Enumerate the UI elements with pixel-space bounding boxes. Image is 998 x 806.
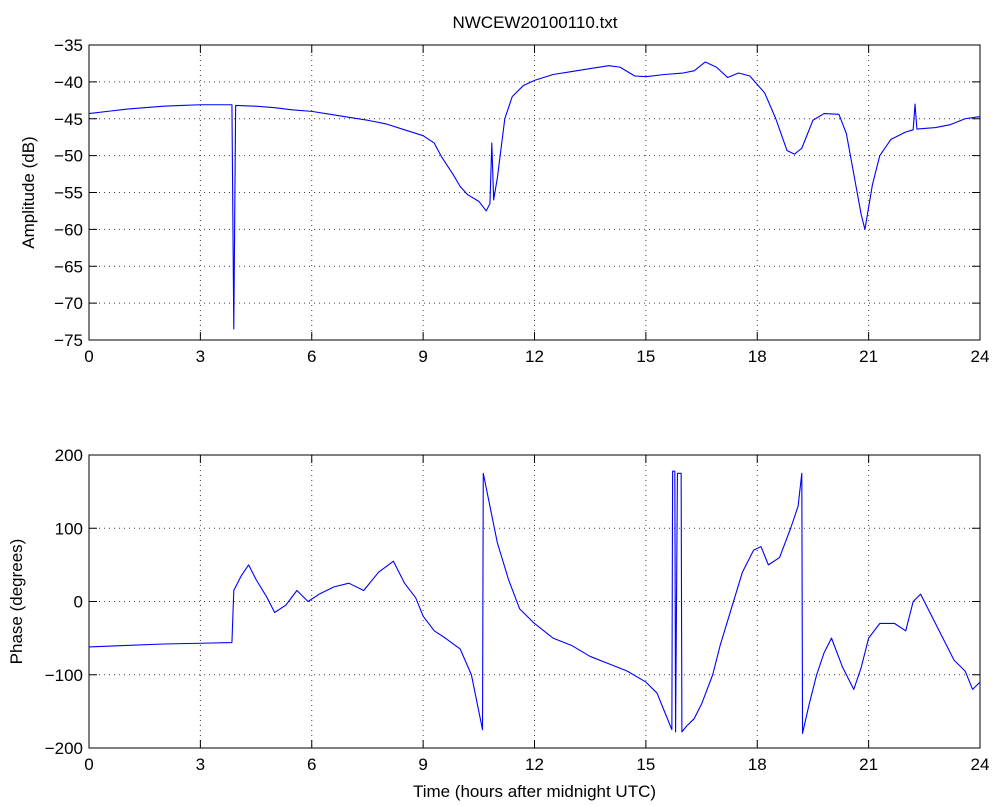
amplitude-series-line [88, 61, 981, 330]
phase-xtick-label: 21 [859, 755, 878, 774]
phase-ytick-label: −100 [45, 666, 83, 685]
phase-xtick-label: 18 [748, 755, 767, 774]
phase-ticks [88, 454, 981, 749]
amplitude-xtick-label: 0 [84, 347, 93, 366]
amplitude-ytick-label: −60 [54, 220, 83, 239]
phase-tick-labels: 0 3 6 9 12 15 18 21 24 −200 −100 0 100 200 [45, 446, 990, 774]
amplitude-ytick-label: −70 [54, 294, 83, 313]
phase-ytick-label: −200 [45, 739, 83, 758]
phase-ytick-label: 200 [55, 446, 83, 465]
amplitude-ytick-label: −75 [54, 331, 83, 350]
amplitude-xtick-label: 21 [859, 347, 878, 366]
amplitude-xtick-label: 15 [636, 347, 655, 366]
phase-grid [89, 455, 980, 748]
amplitude-ytick-label: −35 [54, 36, 83, 55]
phase-xtick-label: 24 [971, 755, 990, 774]
amplitude-ytick-label: −40 [54, 73, 83, 92]
phase-ytick-label: 0 [74, 593, 83, 612]
phase-xtick-label: 9 [418, 755, 427, 774]
amplitude-ytick-label: −50 [54, 147, 83, 166]
phase-xtick-label: 0 [84, 755, 93, 774]
amplitude-xtick-label: 18 [748, 347, 767, 366]
amplitude-ticks [88, 44, 981, 341]
amplitude-ytick-label: −55 [54, 184, 83, 203]
phase-xtick-label: 12 [525, 755, 544, 774]
amplitude-axes: 0 3 6 9 12 15 18 21 24 −75 −70 −65 −60 −55 −50 −45 −40 −3… [19, 36, 989, 366]
amplitude-xtick-label: 6 [307, 347, 316, 366]
amplitude-tick-labels: 0 3 6 9 12 15 18 21 24 −75 −70 −65 −60 −55 −50 −45 −40 −3… [54, 36, 989, 366]
amplitude-xtick-label: 9 [418, 347, 427, 366]
phase-xtick-label: 6 [307, 755, 316, 774]
amplitude-xtick-label: 3 [196, 347, 205, 366]
phase-series-line [88, 470, 981, 734]
amplitude-grid [89, 45, 980, 340]
amplitude-xtick-label: 24 [971, 347, 990, 366]
amplitude-ylabel: Amplitude (dB) [19, 136, 38, 248]
phase-xtick-label: 15 [636, 755, 655, 774]
phase-ylabel: Phase (degrees) [7, 539, 26, 665]
amplitude-xtick-label: 12 [525, 347, 544, 366]
phase-ytick-label: 100 [55, 519, 83, 538]
phase-xlabel: Time (hours after midnight UTC) [413, 782, 656, 801]
phase-xtick-label: 3 [196, 755, 205, 774]
chart-title: NWCEW20100110.txt [452, 13, 617, 32]
amplitude-ytick-label: −65 [54, 257, 83, 276]
amplitude-ytick-label: −45 [54, 110, 83, 129]
phase-axes: 0 3 6 9 12 15 18 21 24 −200 −100 0 100 200 Phase (deg… [7, 446, 989, 801]
